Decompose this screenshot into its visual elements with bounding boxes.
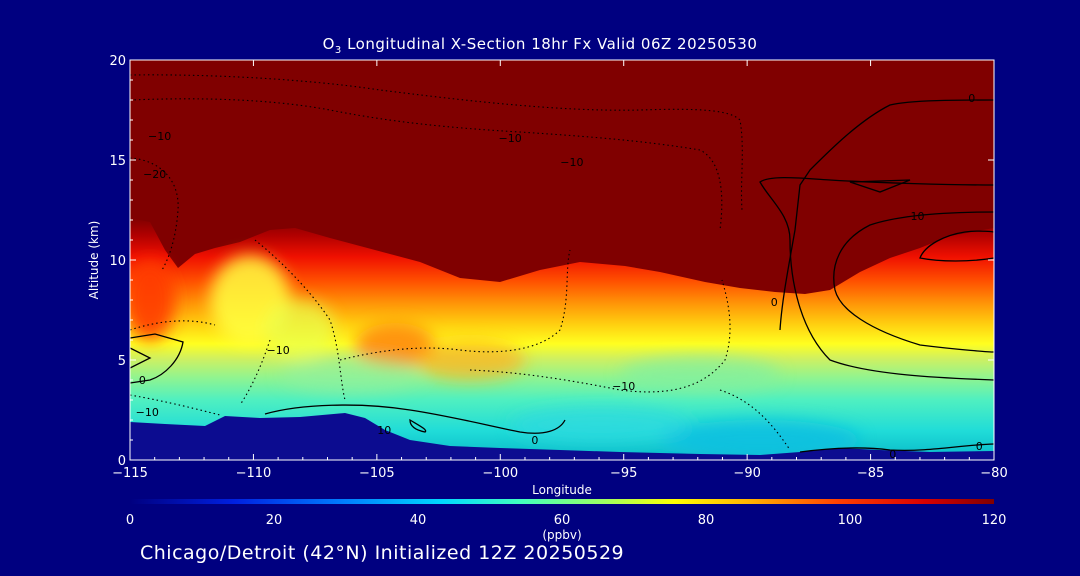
contour-label: −10 — [612, 380, 635, 393]
contour-lines — [130, 74, 994, 453]
colorbar-tick-label: 40 — [410, 513, 427, 528]
x-axis-label: Longitude — [532, 483, 592, 497]
colorbar-tick-label: 60 — [554, 513, 571, 528]
colorbar-tick-label: 120 — [982, 513, 1007, 528]
x-tick-label: −105 — [359, 466, 395, 481]
y-tick-label: 5 — [118, 354, 126, 369]
contour-label: −10 — [148, 130, 171, 143]
colorbar-ticks: 0 20 40 60 80 100 120 — [126, 513, 1007, 528]
colorbar-label: (ppbv) — [542, 528, 581, 542]
contour-label: 0 — [531, 434, 538, 447]
x-tick-label: −115 — [112, 466, 148, 481]
y-tick-label: 0 — [118, 454, 126, 469]
contour-label: 10 — [377, 424, 391, 437]
x-axis: −115 −110 −105 −100 −95 −90 −85 −80 — [112, 60, 1008, 481]
contour-label: 0 — [968, 92, 975, 105]
y-axis-label: Altitude (km) — [87, 221, 101, 300]
x-tick-label: −90 — [733, 466, 760, 481]
positive-contours — [130, 99, 994, 453]
title-text: Longitudinal X-Section 18hr Fx Valid 06Z… — [347, 35, 758, 53]
contour-label: −10 — [499, 132, 522, 145]
colorbar-tick-label: 100 — [838, 513, 863, 528]
contour-label: 0 — [889, 448, 896, 461]
contour-label: −20 — [143, 168, 166, 181]
contour-label: −10 — [560, 156, 583, 169]
title-species: O — [322, 35, 335, 53]
x-tick-label: −100 — [482, 466, 518, 481]
contour-label: 10 — [910, 210, 924, 223]
field-variations — [130, 255, 860, 460]
ozone-field — [130, 60, 994, 460]
colorbar-tick-label: 80 — [698, 513, 715, 528]
negative-contours — [130, 74, 791, 451]
y-tick-label: 15 — [109, 154, 126, 169]
contour-label: 0 — [771, 296, 778, 309]
x-tick-label: −85 — [857, 466, 884, 481]
colorbar — [130, 499, 994, 504]
x-tick-label: −80 — [980, 466, 1007, 481]
contour-label: 0 — [976, 440, 983, 453]
title-species-subscript: 3 — [334, 45, 342, 56]
contour-label: −10 — [136, 406, 159, 419]
x-tick-label: −110 — [236, 466, 272, 481]
contour-labels: −10 −20 −10 −10 −10 −10 −10 0 0 0 0 0 0 10 10 — [136, 92, 983, 461]
colorbar-tick-label: 0 — [126, 513, 134, 528]
tropospheric-field — [130, 218, 994, 460]
y-tick-label: 10 — [109, 254, 126, 269]
contour-label: 0 — [139, 374, 146, 387]
chart-title: O3 Longitudinal X-Section 18hr Fx Valid … — [0, 35, 1080, 56]
y-tick-label: 20 — [109, 54, 126, 69]
run-info: Chicago/Detroit (42°N) Initialized 12Z 2… — [140, 542, 625, 564]
x-tick-label: −95 — [610, 466, 637, 481]
colorbar-tick-label: 20 — [266, 513, 283, 528]
terrain — [130, 413, 994, 460]
contour-label: −10 — [267, 344, 290, 357]
